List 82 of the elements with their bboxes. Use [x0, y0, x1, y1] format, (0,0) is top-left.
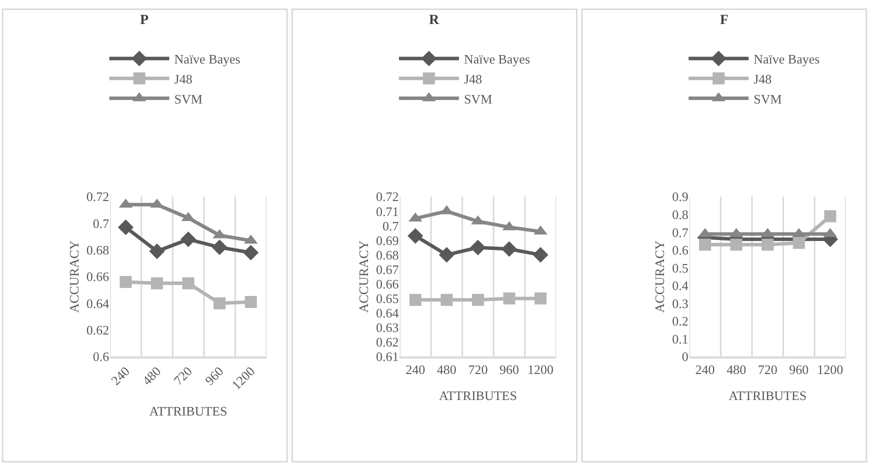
y-tick-label: 0.3: [672, 296, 688, 311]
x-tick-label: 480: [139, 364, 164, 388]
x-tick-label: 1200: [528, 362, 554, 377]
x-axis-title: ATTRIBUTES: [149, 404, 228, 419]
point: [212, 240, 228, 256]
y-tick-label: 0.69: [376, 232, 399, 248]
point: [501, 241, 518, 257]
x-tick-label: 960: [202, 364, 226, 388]
legend-label: Naïve Bayes: [754, 52, 820, 67]
legend-label: J48: [464, 71, 482, 86]
y-tick-label: 0.64: [86, 296, 110, 311]
point: [120, 276, 132, 288]
point: [503, 292, 516, 304]
point: [151, 277, 164, 290]
legend-label: J48: [174, 71, 192, 86]
y-tick-label: 0.1: [672, 331, 688, 346]
point: [214, 297, 226, 310]
point: [182, 277, 194, 290]
x-tick-label: 1200: [817, 362, 844, 377]
x-tick-label: 720: [468, 362, 488, 377]
point: [532, 247, 548, 263]
x-axis-title: ATTRIBUTES: [438, 388, 517, 404]
point: [149, 244, 165, 260]
y-tick-label: 0.7: [672, 224, 689, 240]
x-tick-label: 720: [170, 364, 195, 388]
point: [534, 292, 547, 304]
y-tick-label: 0.62: [376, 334, 399, 350]
x-tick-label: 720: [758, 362, 778, 377]
point: [180, 232, 196, 248]
x-tick-label: 1200: [228, 364, 258, 393]
point: [408, 228, 424, 244]
y-tick-label: 0.5: [672, 260, 688, 276]
y-tick-label: 0.2: [672, 314, 688, 329]
x-axis-title: ATTRIBUTES: [728, 388, 807, 404]
y-tick-label: 0.65: [376, 290, 399, 306]
y-tick-label: 0.6: [92, 349, 110, 364]
y-axis-title: ACCURACY: [66, 240, 82, 313]
x-tick-label: 240: [406, 362, 426, 377]
y-tick-label: 0.72: [376, 189, 399, 204]
point: [244, 296, 257, 308]
y-tick-label: 0.67: [376, 262, 400, 277]
y-tick-label: 0.8: [672, 206, 688, 222]
y-tick-label: 0.68: [376, 247, 399, 262]
legend-label: SVM: [174, 91, 203, 106]
x-tick-label: 480: [436, 362, 456, 377]
y-tick-label: 0.72: [86, 189, 110, 204]
legend-label: SVM: [754, 91, 782, 106]
legend-label: Naïve Bayes: [174, 52, 240, 67]
point: [118, 220, 134, 236]
legend-label: Naïve Bayes: [464, 52, 530, 67]
y-tick-label: 0.66: [86, 269, 110, 284]
x-tick-label: 960: [499, 362, 519, 377]
chart-title: R: [429, 13, 440, 28]
legend-label: SVM: [464, 91, 493, 106]
y-tick-label: 0.68: [86, 242, 110, 258]
chart-title: P: [140, 13, 149, 28]
y-tick-label: 0.4: [672, 278, 689, 294]
y-tick-label: 0.7: [92, 216, 110, 231]
y-tick-label: 0.71: [376, 204, 399, 219]
point: [440, 294, 453, 306]
x-tick-label: 240: [695, 362, 715, 377]
y-axis-title: ACCURACY: [356, 240, 371, 313]
y-tick-label: 0.6: [672, 242, 689, 258]
y-tick-label: 0.62: [86, 322, 110, 338]
y-axis-title: ACCURACY: [652, 240, 668, 313]
y-tick-label: 0.63: [376, 320, 399, 336]
y-tick-label: 0.66: [376, 276, 400, 292]
x-tick-label: 240: [108, 364, 132, 388]
point: [243, 244, 259, 260]
point: [438, 247, 454, 263]
y-tick-label: 0: [682, 349, 688, 364]
chart-title: F: [720, 13, 729, 28]
y-tick-label: 0.61: [376, 349, 399, 364]
point: [409, 294, 422, 306]
x-tick-label: 480: [726, 362, 746, 377]
y-tick-label: 0.64: [376, 306, 400, 321]
legend-label: J48: [754, 71, 772, 86]
y-tick-label: 0.7: [382, 218, 400, 234]
x-tick-label: 960: [789, 362, 809, 377]
y-tick-label: 0.9: [672, 189, 688, 204]
point: [470, 240, 486, 256]
point: [472, 294, 484, 306]
